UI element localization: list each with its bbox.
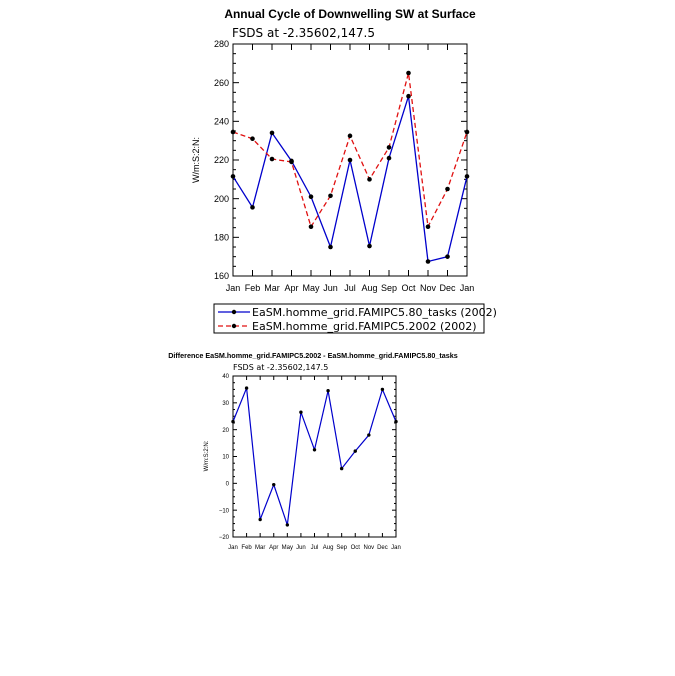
chart1-series-2-point xyxy=(269,156,275,162)
chart1-xtick-label: Jun xyxy=(323,283,338,293)
chart2-series-1-point xyxy=(299,410,303,414)
chart1-ytick-label: 180 xyxy=(214,232,229,242)
chart1-series-1-point xyxy=(367,243,372,249)
chart2-series-1-point xyxy=(285,523,290,527)
chart2-series-1-point xyxy=(244,386,249,390)
chart1-series-1-point xyxy=(230,174,236,179)
chart1-xtick-label: Sep xyxy=(381,283,397,293)
chart2-ytick-label: 10 xyxy=(222,455,229,461)
chart2-xtick-label: Feb xyxy=(241,545,252,551)
chart2-subtitle: FSDS at -2.35602,147.5 xyxy=(233,363,328,372)
chart1-series-2-point xyxy=(230,129,236,135)
chart1-ytick-label: 280 xyxy=(214,39,229,49)
chart1-xtick-label: May xyxy=(302,283,320,293)
chart2-ylabel: W/m:S:2:N: xyxy=(204,440,210,471)
chart2-xtick-label: Jul xyxy=(311,545,319,551)
chart1-xtick-label: Jul xyxy=(344,283,356,293)
chart1-series-1-point xyxy=(347,157,353,163)
chart2-series-1-point xyxy=(367,433,371,437)
chart1-xtick-label: Apr xyxy=(284,283,298,293)
chart2-xtick-label: Nov xyxy=(363,545,374,551)
chart1-xtick-label: Dec xyxy=(439,283,456,293)
chart1-series-1-point xyxy=(250,205,255,210)
chart1-series-1-point xyxy=(425,259,431,264)
chart1-series-2-point xyxy=(406,70,411,76)
chart1-ylabel: W/m:S:2:N: xyxy=(191,137,201,183)
chart2-series-1-point xyxy=(353,449,357,453)
chart1-ytick-label: 200 xyxy=(214,194,229,204)
chart2-series-1-point xyxy=(312,448,317,452)
chart1-series-1-point xyxy=(406,93,411,99)
chart1-series-2-point xyxy=(367,177,372,182)
chart1-ytick-label: 160 xyxy=(214,271,229,281)
chart1-ytick-label: 240 xyxy=(214,116,229,126)
chart1-plot: 160 180 200 220 240 260 280 Jan Feb Mar Apr May Jun J… xyxy=(214,39,474,293)
chart1-series-2-point xyxy=(386,145,392,150)
chart1-series-2-point xyxy=(445,186,450,192)
chart2-ytick-label: −10 xyxy=(219,508,230,514)
legend-marker-series-2 xyxy=(231,323,237,329)
legend-box xyxy=(213,303,485,334)
chart1-series-2-point xyxy=(308,224,314,229)
legend-marker-series-1 xyxy=(231,309,237,315)
chart2-series-1-point xyxy=(339,466,344,471)
chart1-xtick-label: Nov xyxy=(420,283,437,293)
chart1-xtick-label: Mar xyxy=(264,283,280,293)
chart2-title: Difference EaSM.homme_grid.FAMIPC5.2002 … xyxy=(168,351,458,360)
chart2-series-1-line xyxy=(232,387,397,526)
chart1-ytick-label: 260 xyxy=(214,78,229,88)
chart1-series-2-point xyxy=(347,133,353,139)
chart2-xtick-label: Jun xyxy=(296,545,306,551)
chart2-frame xyxy=(232,375,397,538)
chart1-series-2-point xyxy=(250,136,255,142)
chart2-ytick-label: 40 xyxy=(222,374,229,380)
chart2-xtick-label: Apr xyxy=(269,545,278,551)
chart1-xtick-label: Jan xyxy=(226,283,241,293)
chart1-series-2-point xyxy=(328,193,333,199)
chart2-xtick-label: Dec xyxy=(377,545,388,551)
chart1-series-2-point xyxy=(425,224,431,229)
chart2-xtick-label: Jan xyxy=(391,545,401,551)
chart1-series-2-point xyxy=(289,159,294,165)
chart2-series-1-point xyxy=(231,419,235,424)
chart1-series-1-point xyxy=(464,174,470,179)
chart1-xtick-label: Oct xyxy=(401,283,416,293)
chart1-series-1-point xyxy=(445,254,450,259)
chart2-xtick-label: Oct xyxy=(351,545,361,551)
chart2-xtick-label: Jan xyxy=(228,545,238,551)
chart2-series-1-point xyxy=(380,387,385,392)
chart1-subtitle: FSDS at -2.35602,147.5 xyxy=(232,26,375,40)
chart2-ytick-label: 0 xyxy=(226,481,230,487)
chart2-xtick-label: May xyxy=(282,545,293,551)
chart1-xtick-label: Aug xyxy=(361,283,377,293)
legend-label-series-2: EaSM.homme_grid.FAMIPC5.2002 (2002) xyxy=(252,320,477,333)
chart2-xtick-label: Aug xyxy=(323,545,334,551)
chart1-series-1-line xyxy=(232,96,468,263)
chart2-series-1-point xyxy=(258,517,262,522)
chart2-ytick-label: −20 xyxy=(219,535,230,541)
chart2-series-1-point xyxy=(394,419,398,424)
chart1-series-1-point xyxy=(386,155,392,161)
chart1-series-1-point xyxy=(328,244,333,250)
chart2-ytick-label: 20 xyxy=(222,428,229,434)
chart1-series-1-point xyxy=(269,130,275,136)
chart1-xtick-label: Feb xyxy=(245,283,261,293)
legend-label-series-1: EaSM.homme_grid.FAMIPC5.80_tasks (2002) xyxy=(252,306,497,319)
chart2-series-1-point xyxy=(272,482,276,487)
chart1-legend: EaSM.homme_grid.FAMIPC5.80_tasks (2002) … xyxy=(213,303,497,334)
chart1-ytick-label: 220 xyxy=(214,155,229,165)
chart2-series-1-point xyxy=(326,389,330,393)
chart1-xtick-label: Jan xyxy=(460,283,475,293)
chart1-series-1-point xyxy=(308,194,314,200)
chart2-xtick-label: Sep xyxy=(336,545,347,551)
chart2-ytick-label: 30 xyxy=(222,401,229,407)
chart1-title: Annual Cycle of Downwelling SW at Surfac… xyxy=(224,7,476,21)
chart2-xtick-label: Mar xyxy=(255,545,265,551)
chart1-series-2-point xyxy=(464,129,470,135)
